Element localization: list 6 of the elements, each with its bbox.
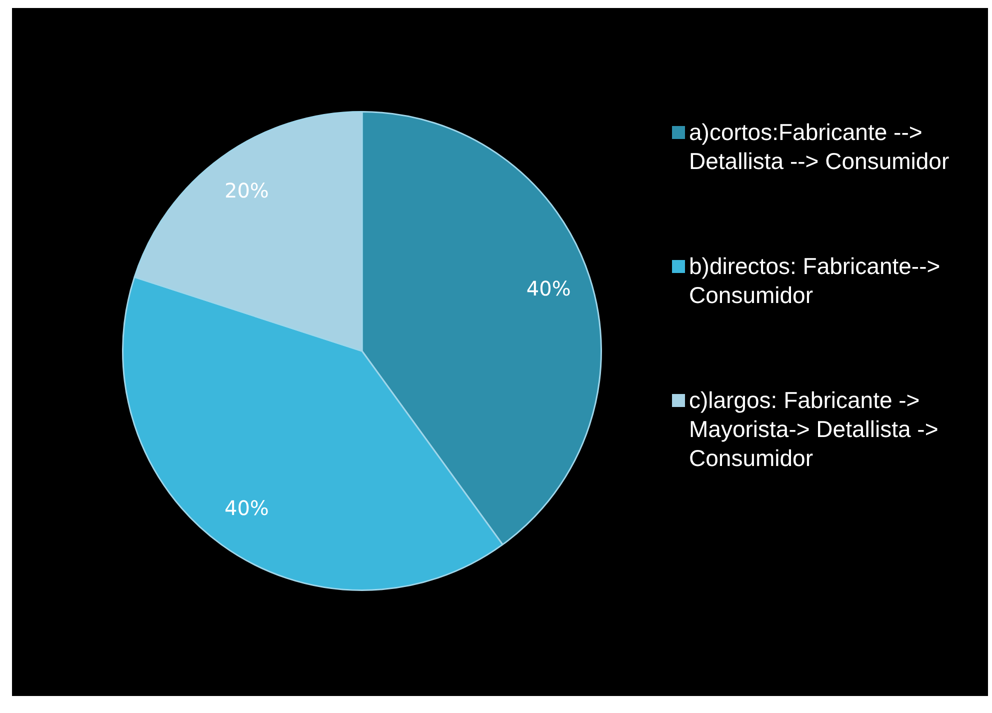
- data-label: 40%: [526, 276, 571, 301]
- data-label: 20%: [224, 178, 269, 202]
- legend-label: c)largos: Fabricante -> Mayorista-> Detallista -> Consumidor: [689, 386, 940, 473]
- legend-label: b)directos: Fabricante--> Consumidor: [689, 252, 942, 310]
- legend-label: a)cortos:Fabricante --> Detallista --> Consumidor: [689, 118, 950, 176]
- data-label: 40%: [224, 496, 269, 520]
